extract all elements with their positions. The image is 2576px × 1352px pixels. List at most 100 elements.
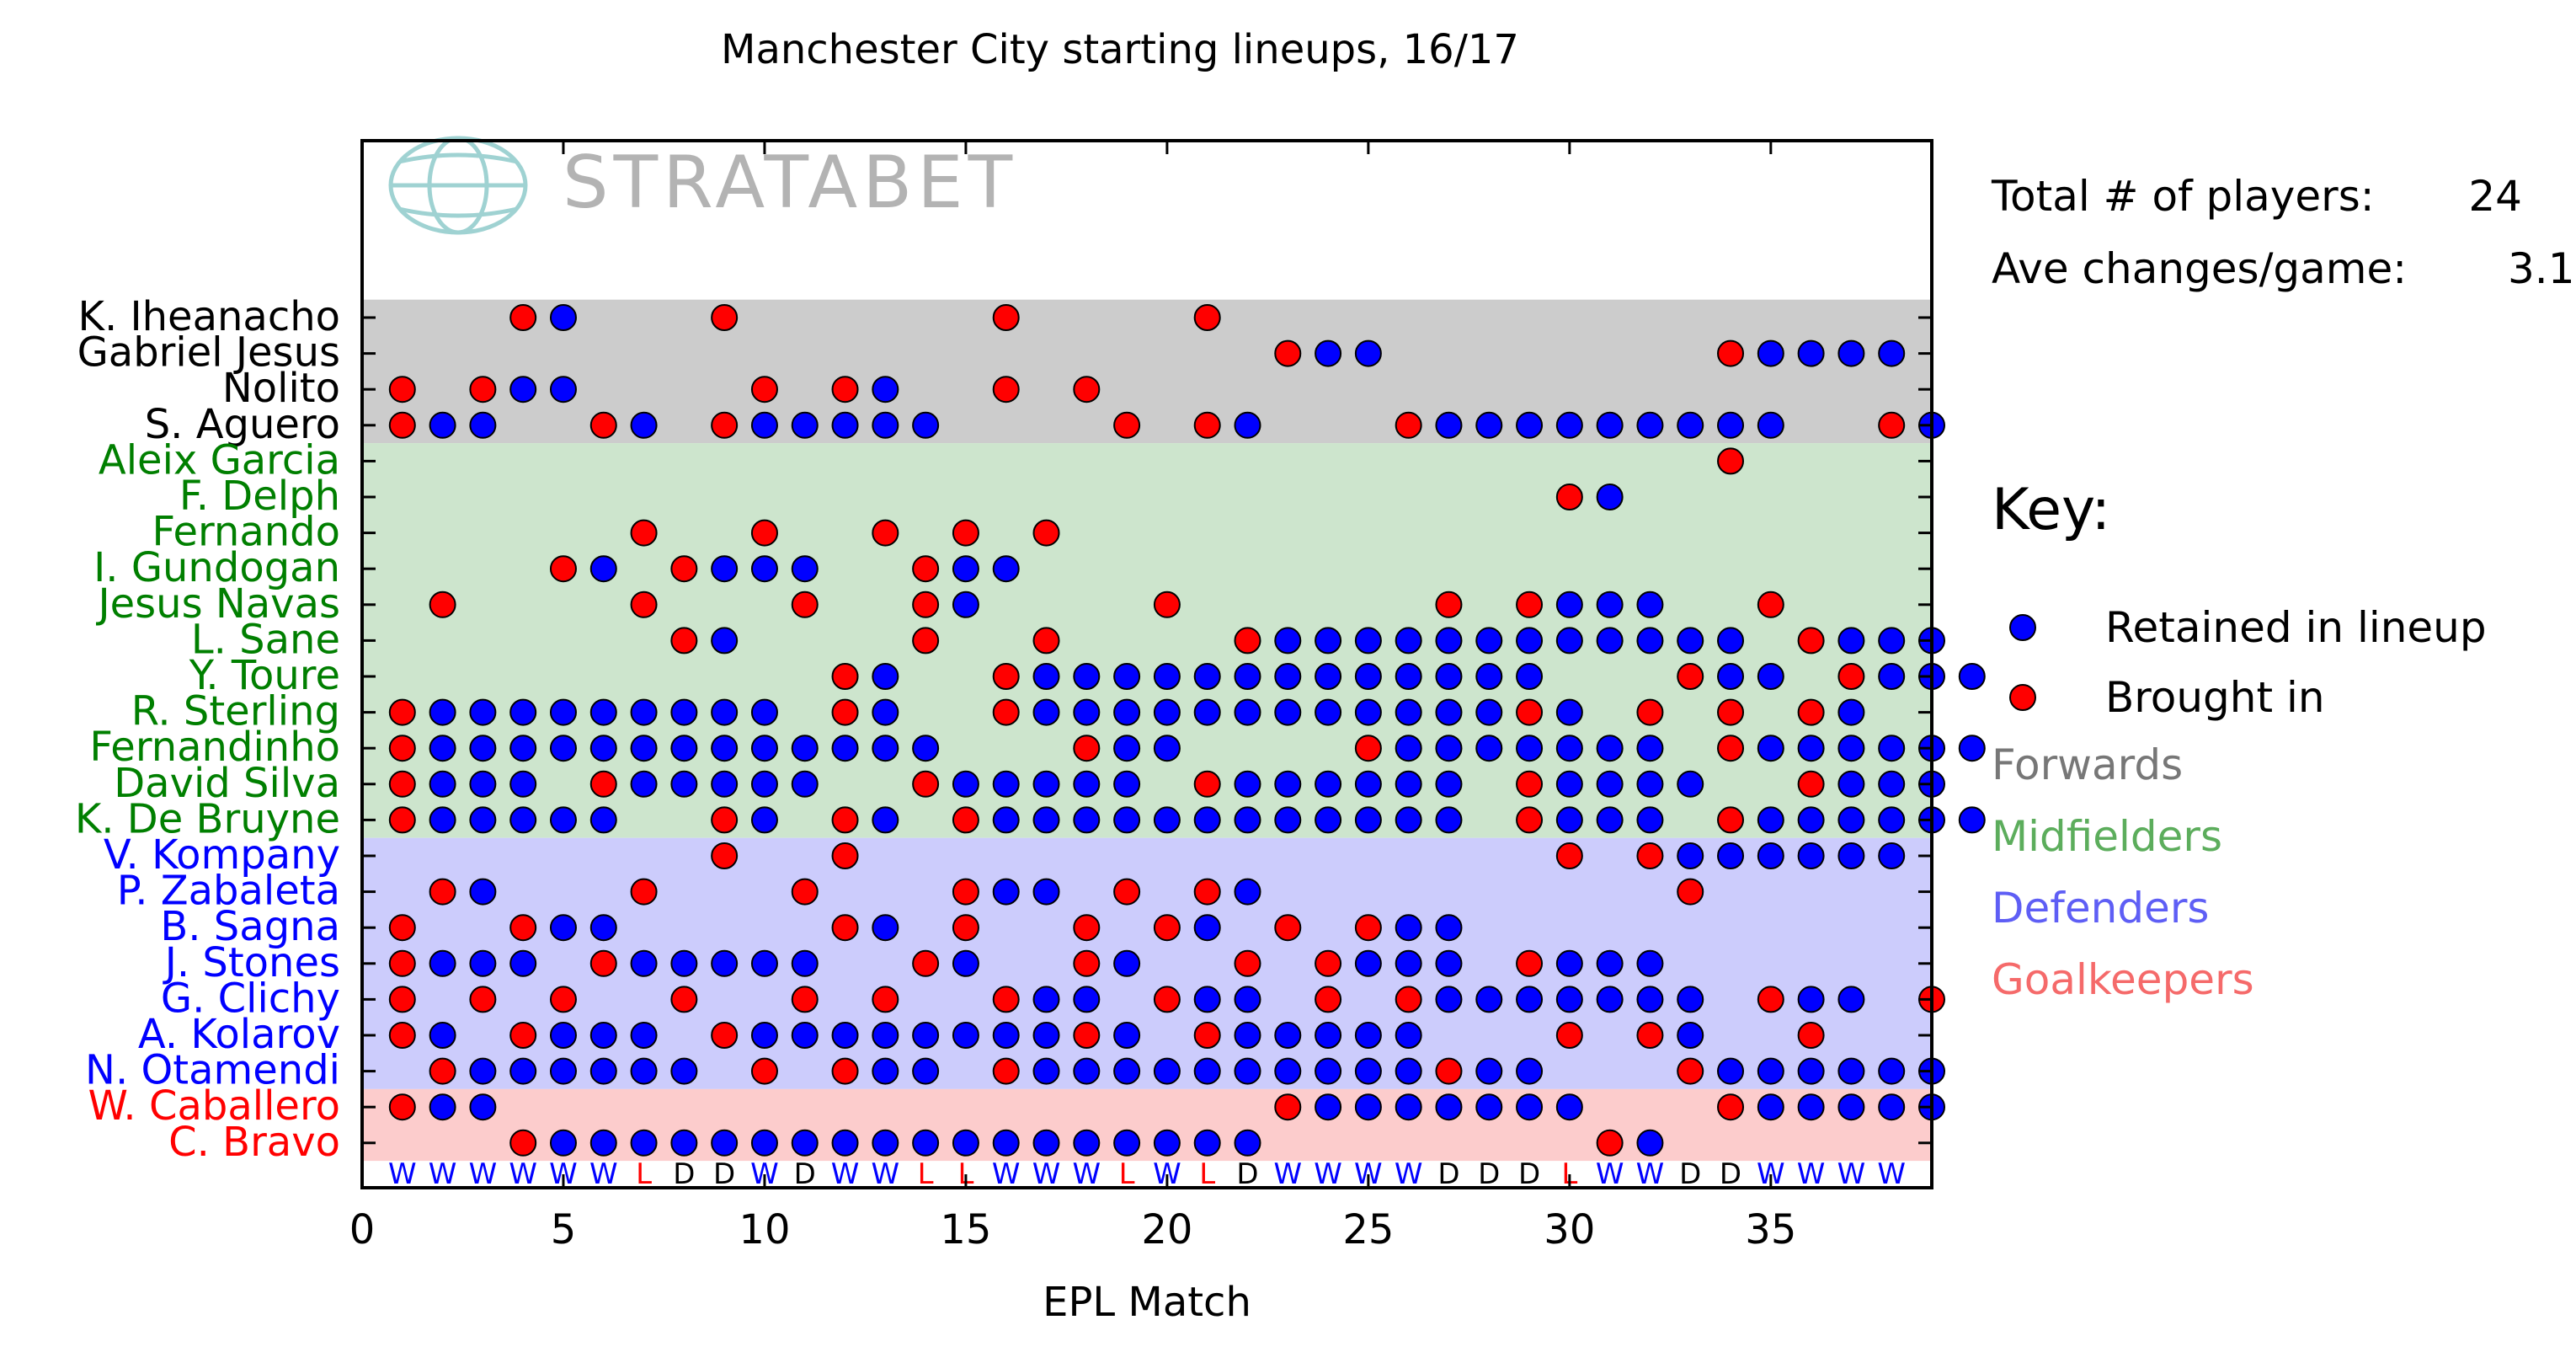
brought-in-dot [952,519,979,547]
retained-dot [1555,627,1583,655]
player-label: Gabriel Jesus [77,329,340,377]
brought-in-dot [1717,447,1745,475]
stat-value: 24 [2468,172,2522,221]
brought-in-dot [1677,663,1704,690]
brought-in-dot [912,770,940,798]
retained-dot [872,411,899,439]
retained-dot [1555,986,1583,1013]
retained-dot [1475,986,1503,1013]
retained-dot [1073,806,1101,834]
axis-ticks: 0 5 10 15 20 25 30 35 [349,141,1932,1253]
legend-marker [2009,614,2036,641]
legend: Retained in lineup Brought in [2009,603,2487,722]
retained-dot [670,735,698,762]
match-result-label: D [713,1157,735,1191]
retained-dot [1113,1057,1141,1085]
brought-in-dot [952,878,979,906]
brought-in-dot [1677,878,1704,906]
retained-dot [1958,663,1986,690]
brought-in-dot [388,806,416,834]
brought-in-dot [509,914,537,942]
retained-dot [1032,878,1060,906]
player-label: David Silva [114,760,340,807]
retained-dot [1475,411,1503,439]
retained-dot [1354,1022,1382,1049]
retained-dot [1274,627,1302,655]
brought-in-dot [1153,590,1181,618]
retained-dot [630,949,658,977]
position-key-label: Midfielders [1992,812,2222,861]
brought-in-dot [388,376,416,403]
match-result-label: D [1437,1157,1459,1191]
brought-in-dot [711,1022,739,1049]
retained-dot [1315,698,1342,726]
retained-dot [1555,411,1583,439]
retained-dot [1797,986,1825,1013]
retained-dot [1113,1129,1141,1157]
retained-dot [872,914,899,942]
retained-dot [1193,1057,1221,1085]
retained-dot [630,1022,658,1049]
retained-dot [1797,339,1825,367]
brought-in-dot [1555,842,1583,869]
retained-dot [1475,1093,1503,1121]
retained-dot [711,627,739,655]
retained-dot [872,698,899,726]
x-tick-label: 30 [1544,1206,1595,1253]
retained-dot [429,735,456,762]
retained-dot [952,1129,979,1157]
retained-dot [1113,1022,1141,1049]
brought-in-dot [1153,986,1181,1013]
brought-in-dot [589,949,617,977]
retained-dot [630,698,658,726]
retained-dot [750,949,778,977]
player-label: C. Bravo [168,1119,340,1166]
retained-dot [589,1022,617,1049]
retained-dot [1274,770,1302,798]
retained-dot [1837,770,1865,798]
match-result-label: D [1679,1157,1701,1191]
retained-dot [1274,698,1302,726]
retained-dot [1234,1129,1261,1157]
retained-dot [1837,1057,1865,1085]
retained-dot [1475,735,1503,762]
retained-dot [549,376,577,403]
retained-dot [831,1129,859,1157]
brought-in-dot [831,663,859,690]
retained-dot [750,698,778,726]
retained-dot [711,698,739,726]
retained-dot [1234,806,1261,834]
brought-in-dot [912,949,940,977]
retained-dot [549,698,577,726]
chart-title: Manchester City starting lineups, 16/17 [721,26,1519,73]
retained-dot [1435,411,1463,439]
retained-dot [1837,986,1865,1013]
player-label: Nolito [222,365,340,412]
retained-dot [1797,806,1825,834]
retained-dot [1153,735,1181,762]
retained-dot [1315,1093,1342,1121]
player-label: W. Caballero [88,1082,340,1130]
retained-dot [589,698,617,726]
retained-dot [1395,1093,1422,1121]
brought-in-dot [791,878,819,906]
retained-dot [952,555,979,583]
player-label: N. Otamendi [85,1047,340,1094]
retained-dot [1797,1057,1825,1085]
retained-dot [1596,484,1624,510]
retained-dot [1878,735,1906,762]
retained-dot [1234,986,1261,1013]
player-label: L. Sane [191,616,340,663]
retained-dot [1315,627,1342,655]
retained-dot [1878,842,1906,869]
retained-dot [1516,986,1544,1013]
retained-dot [1032,698,1060,726]
brought-in-dot [1717,339,1745,367]
retained-dot [711,555,739,583]
brought-in-dot [1032,519,1060,547]
brought-in-dot [429,1057,456,1085]
retained-dot [1395,949,1422,977]
brought-in-dot [711,304,739,331]
x-tick-label: 20 [1141,1206,1192,1253]
retained-dot [670,1057,698,1085]
